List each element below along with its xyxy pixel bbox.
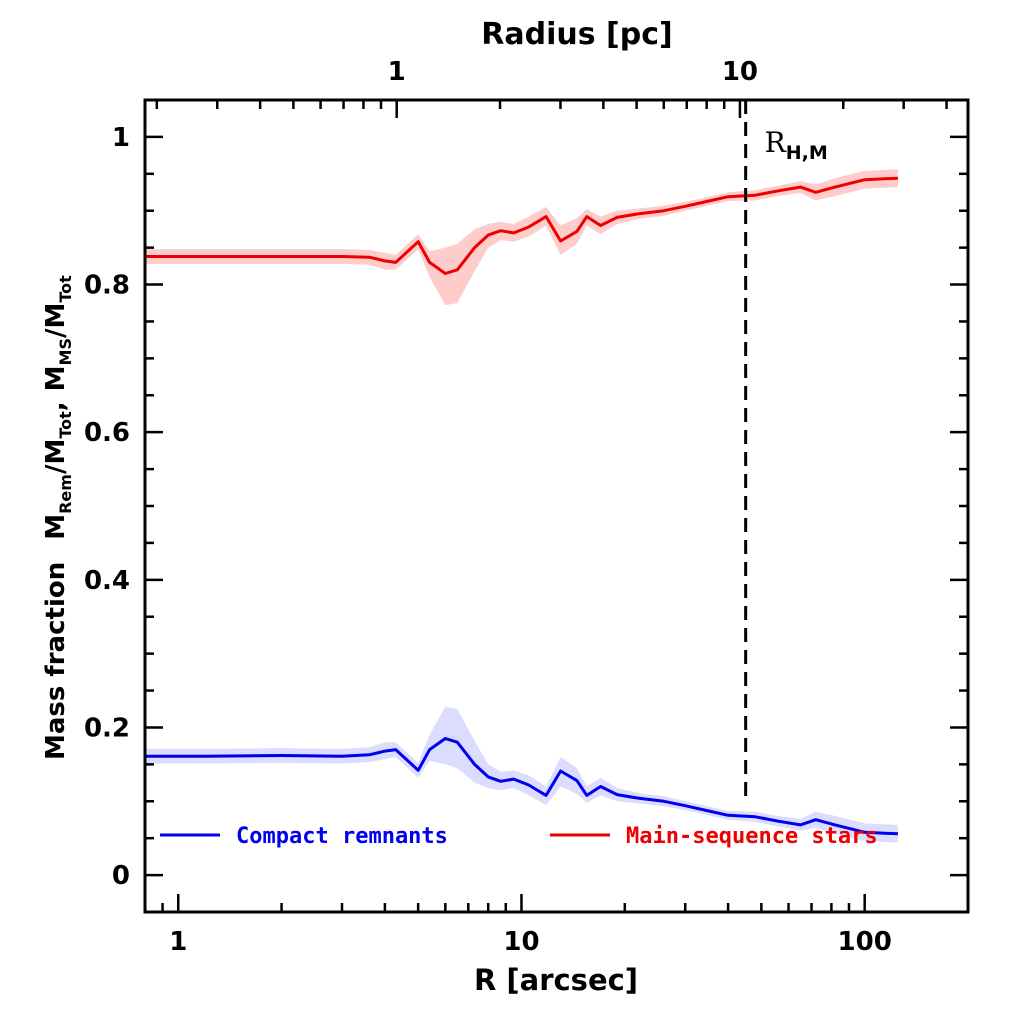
y-axis-title-main: Mass fraction [41, 562, 71, 760]
y-axis-title-slash2: /M [41, 303, 71, 338]
y-tick-label: 0.8 [84, 271, 130, 301]
half-mass-radius-label-sub: H,M [786, 142, 828, 164]
y-axis-title-s3: MS [56, 338, 75, 365]
y-axis-title-s4: Tot [56, 275, 75, 303]
y-tick-label: 0.2 [84, 713, 130, 743]
half-mass-radius-label-main: R [765, 126, 787, 159]
y-tick-label: 0.6 [84, 418, 130, 448]
y-axis-title-slash1: /M [41, 439, 71, 474]
top-x-tick-label: 10 [722, 57, 758, 87]
y-axis-title-m1: M [41, 514, 71, 540]
x-axis-title: R [arcsec] [474, 963, 638, 997]
x-tick-label: 1 [169, 927, 187, 957]
series-1-band [145, 169, 898, 306]
uncertainty-bands [145, 169, 898, 843]
legend-remnants-label: Compact remnants [236, 824, 448, 849]
half-mass-radius-label: RH,M [765, 126, 828, 164]
y-axis-title-m2: M [41, 365, 71, 391]
top-x-axis-title: Radius [pc] [481, 17, 672, 52]
series-lines [145, 176, 898, 836]
y-axis-title-comma: , [41, 401, 71, 411]
legend-ms-label: Main-sequence stars [626, 824, 878, 849]
y-axis-title-s2: Tot [56, 411, 75, 439]
x-tick-label: 10 [503, 927, 539, 957]
y-axis-title-s1: Rem [56, 474, 75, 514]
axis-ticks [143, 100, 970, 912]
x-tick-label: 100 [838, 927, 892, 957]
series-1-line [145, 176, 898, 275]
y-tick-label: 0.4 [84, 566, 130, 596]
series-0-line [145, 737, 898, 836]
series-0-band [145, 706, 898, 843]
y-tick-label: 1 [112, 123, 130, 153]
legend: Compact remnants Main-sequence stars [160, 824, 878, 849]
y-tick-label: 0 [112, 861, 130, 891]
y-axis-title: Mass fractionMRem/MTot,MMS/MTot [41, 275, 75, 760]
top-x-tick-label: 1 [388, 57, 406, 87]
